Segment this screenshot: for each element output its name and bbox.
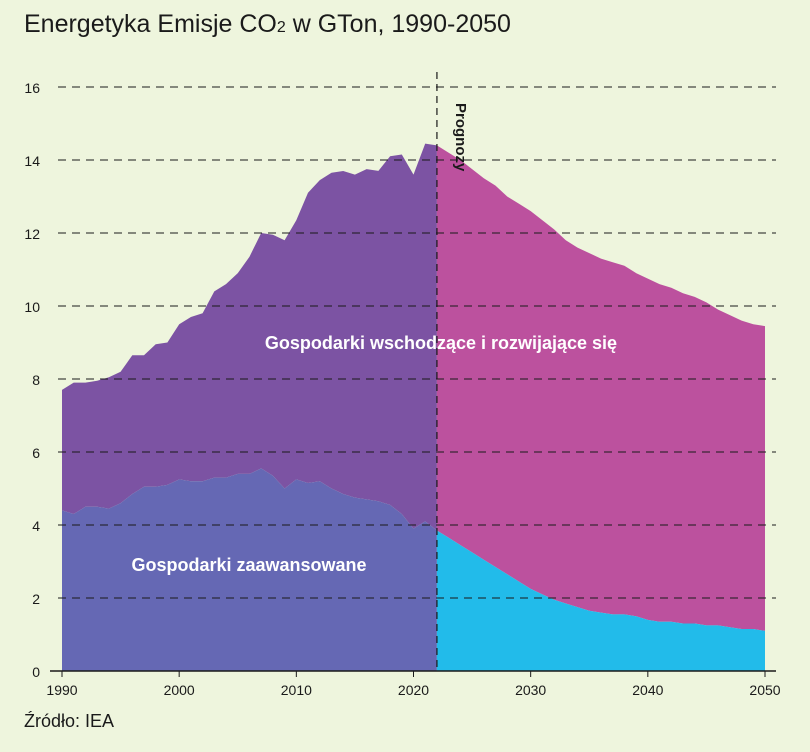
- y-tick-label: 0: [32, 664, 40, 680]
- area-emerging-forecast: [436, 145, 765, 631]
- grid-layer: [58, 72, 776, 671]
- y-tick-label: 10: [24, 299, 40, 315]
- y-tick-label: 16: [24, 80, 40, 96]
- area-advanced-forecast: [436, 530, 765, 671]
- source-note: Źródło: IEA: [24, 711, 115, 731]
- x-tick-label: 2040: [632, 682, 663, 698]
- x-tick-label: 2020: [398, 682, 429, 698]
- title-rest: w GTon, 1990-2050: [285, 10, 511, 38]
- x-tick-label: 2000: [164, 682, 195, 698]
- x-tick-label: 1990: [46, 682, 77, 698]
- y-tick-label: 4: [32, 518, 40, 534]
- y-tick-label: 12: [24, 226, 40, 242]
- title-main: Energetyka Emisje CO: [24, 10, 277, 38]
- y-tick-label: 14: [24, 153, 40, 169]
- y-tick-label: 6: [32, 445, 40, 461]
- series-label-emerging: Gospodarki wschodzące i rozwijające się: [265, 333, 617, 353]
- y-tick-label: 8: [32, 372, 40, 388]
- area-advanced-history: [62, 468, 437, 671]
- x-tick-label: 2050: [749, 682, 780, 698]
- series-label-advanced: Gospodarki zaawansowane: [131, 555, 366, 575]
- area-layer: [62, 143, 765, 671]
- axes-layer: 0 2 4 6 8 10 12 14 16 1990 2000 2010 2020 2030 2040 205…: [24, 80, 780, 698]
- chart-title: Energetyka Emisje CO2 w GTon, 1990-2050: [24, 10, 511, 39]
- y-tick-label: 2: [32, 591, 40, 607]
- area-emerging-history: [62, 143, 437, 531]
- label-layer: Prognozy Gospodarki wschodzące i rozwijaj…: [131, 103, 617, 575]
- title-subscript: 2: [276, 19, 286, 36]
- x-tick-label: 2030: [515, 682, 546, 698]
- x-tick-label: 2010: [281, 682, 312, 698]
- forecast-label: Prognozy: [452, 103, 469, 172]
